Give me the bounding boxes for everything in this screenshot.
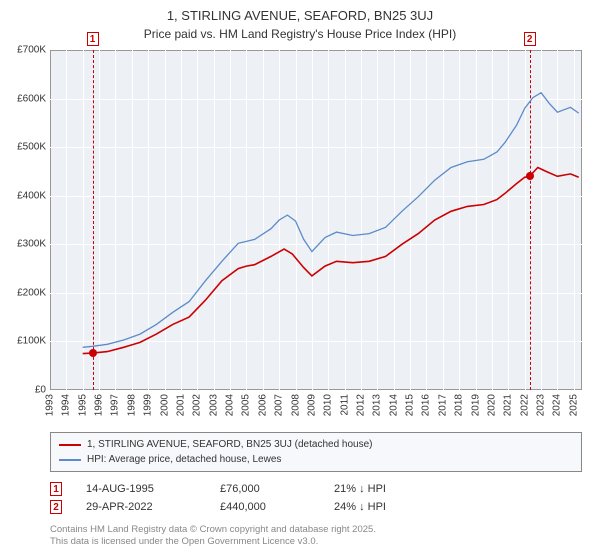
x-axis-label: 2016 [421, 394, 432, 416]
x-axis-label: 2003 [208, 394, 219, 416]
x-axis-label: 2021 [503, 394, 514, 416]
sale-price: £76,000 [220, 483, 310, 495]
x-axis-label: 2004 [225, 394, 236, 416]
x-axis-label: 2019 [470, 394, 481, 416]
x-axis-label: 1993 [45, 394, 56, 416]
plot-area: 12 £0£100K£200K£300K£400K£500K£600K£700K… [50, 50, 582, 390]
x-axis-label: 2006 [257, 394, 268, 416]
y-axis-label: £700K [17, 45, 46, 56]
x-axis-label: 1998 [126, 394, 137, 416]
x-axis-label: 2001 [175, 394, 186, 416]
sales-row: 1 14-AUG-1995 £76,000 21% ↓ HPI [50, 480, 582, 498]
y-axis-label: £300K [17, 239, 46, 250]
legend-row-property: 1, STIRLING AVENUE, SEAFORD, BN25 3UJ (d… [59, 437, 573, 452]
sales-table: 1 14-AUG-1995 £76,000 21% ↓ HPI 2 29-APR-2022… [50, 480, 582, 516]
legend-swatch-hpi [59, 459, 81, 461]
sale-point [526, 172, 534, 180]
x-axis-label: 2015 [405, 394, 416, 416]
x-axis-label: 2007 [274, 394, 285, 416]
y-axis-label: £200K [17, 287, 46, 298]
below-chart: 1, STIRLING AVENUE, SEAFORD, BN25 3UJ (d… [50, 432, 582, 549]
x-axis-label: 2014 [388, 394, 399, 416]
sale-date: 14-AUG-1995 [86, 483, 196, 495]
x-axis-label: 2024 [552, 394, 563, 416]
legend-label-property: 1, STIRLING AVENUE, SEAFORD, BN25 3UJ (d… [87, 437, 372, 452]
y-axis-label: £400K [17, 190, 46, 201]
x-axis-label: 1994 [61, 394, 72, 416]
sale-point [89, 349, 97, 357]
x-axis-label: 1995 [77, 394, 88, 416]
sales-row: 2 29-APR-2022 £440,000 24% ↓ HPI [50, 498, 582, 516]
sale-marker-inline: 2 [50, 500, 62, 514]
x-axis-label: 1996 [94, 394, 105, 416]
x-axis-label: 2025 [568, 394, 579, 416]
x-axis-label: 2017 [437, 394, 448, 416]
footer-line1: Contains HM Land Registry data © Crown c… [50, 524, 582, 536]
sale-marker-box: 2 [524, 32, 536, 46]
x-axis-label: 2013 [372, 394, 383, 416]
x-axis-label: 2005 [241, 394, 252, 416]
x-axis-label: 2010 [323, 394, 334, 416]
legend-row-hpi: HPI: Average price, detached house, Lewe… [59, 452, 573, 467]
x-axis-label: 2002 [192, 394, 203, 416]
legend: 1, STIRLING AVENUE, SEAFORD, BN25 3UJ (d… [50, 432, 582, 472]
x-axis-label: 2012 [356, 394, 367, 416]
x-axis-label: 2000 [159, 394, 170, 416]
sale-vs-hpi: 21% ↓ HPI [334, 483, 414, 495]
y-axis-label: £500K [17, 142, 46, 153]
y-axis-label: £600K [17, 93, 46, 104]
sale-vs-hpi: 24% ↓ HPI [334, 501, 414, 513]
x-axis-label: 2008 [290, 394, 301, 416]
chart-title: 1, STIRLING AVENUE, SEAFORD, BN25 3UJ [0, 0, 600, 23]
line-series-layer [50, 50, 582, 390]
legend-swatch-property [59, 444, 81, 446]
x-axis-label: 2022 [519, 394, 530, 416]
x-axis-label: 2018 [454, 394, 465, 416]
line-property [83, 168, 579, 354]
x-axis-label: 2020 [486, 394, 497, 416]
x-axis-label: 2023 [536, 394, 547, 416]
sale-marker-inline: 1 [50, 482, 62, 496]
footer-line2: This data is licensed under the Open Gov… [50, 536, 582, 548]
footer-attribution: Contains HM Land Registry data © Crown c… [50, 524, 582, 549]
sale-marker-box: 1 [87, 32, 99, 46]
x-axis-label: 2011 [339, 394, 350, 416]
chart-container: 1, STIRLING AVENUE, SEAFORD, BN25 3UJ Pr… [0, 0, 600, 560]
x-axis-label: 1999 [143, 394, 154, 416]
sale-date: 29-APR-2022 [86, 501, 196, 513]
sale-price: £440,000 [220, 501, 310, 513]
x-axis-label: 1997 [110, 394, 121, 416]
y-axis-label: £100K [17, 336, 46, 347]
x-axis-label: 2009 [306, 394, 317, 416]
line-hpi [83, 93, 579, 348]
legend-label-hpi: HPI: Average price, detached house, Lewe… [87, 452, 281, 467]
